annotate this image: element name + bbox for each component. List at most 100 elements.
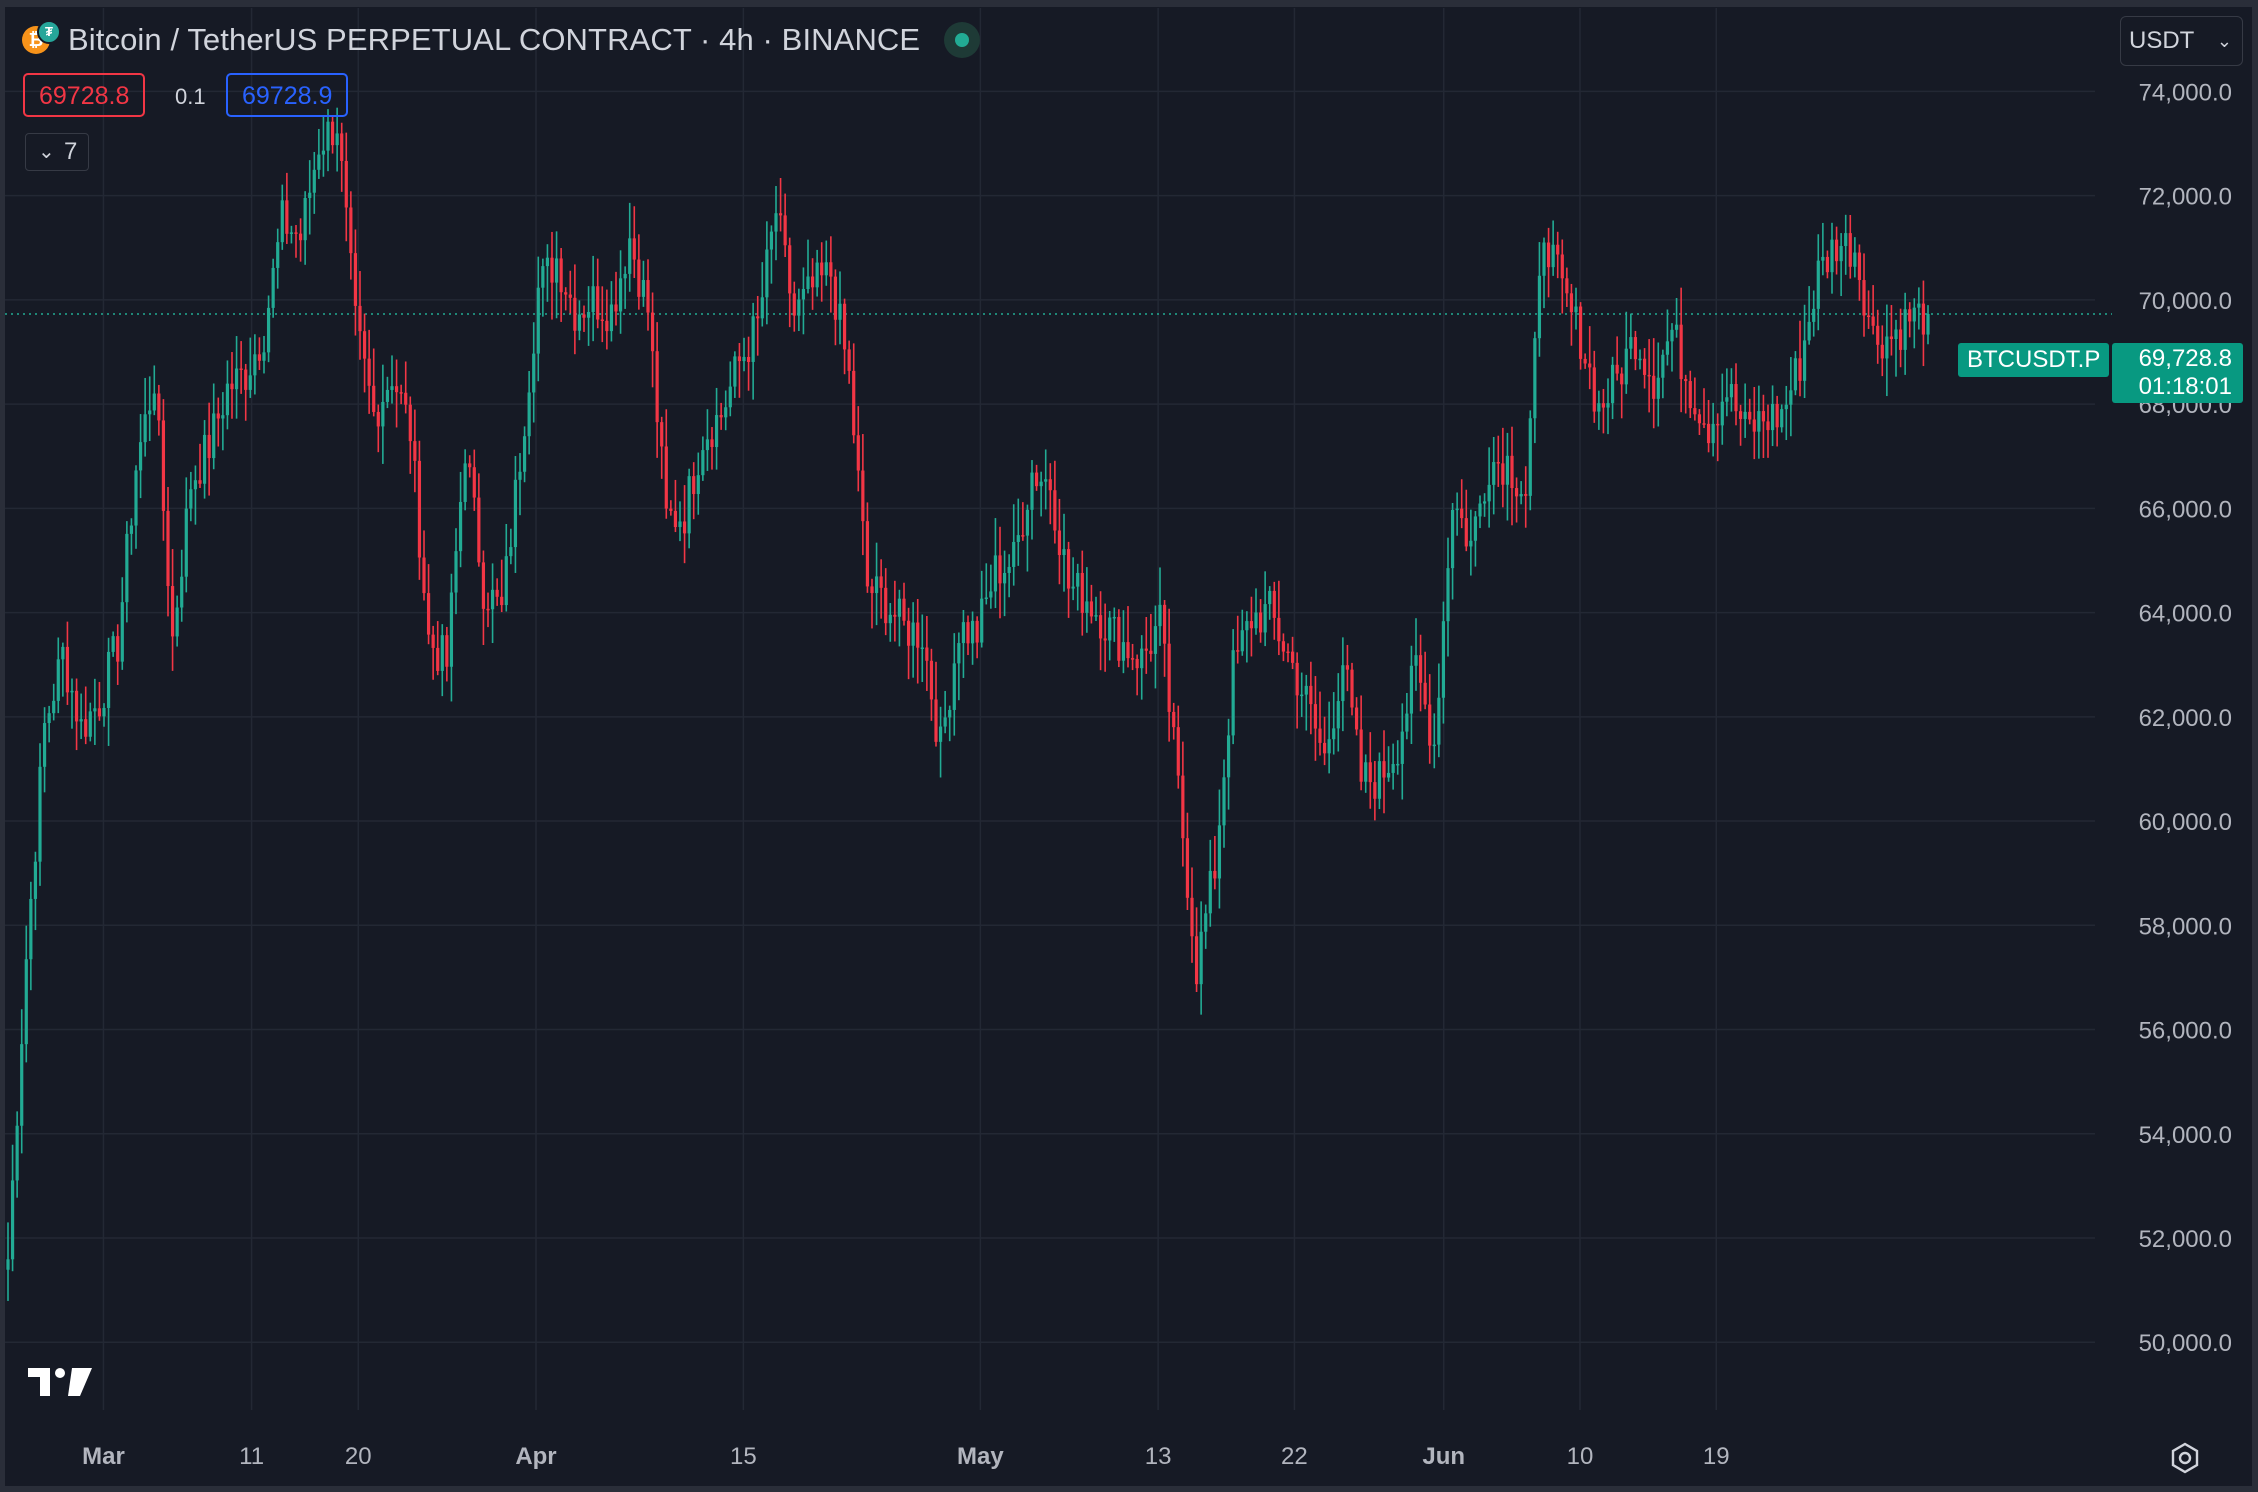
candle-body [1569,293,1574,313]
candle-body [152,393,156,411]
candle-body [431,634,435,648]
candle-body [436,647,440,671]
candle-body [134,470,138,526]
candle-body [1766,421,1770,431]
candle-body [445,635,449,667]
candle-body [1007,566,1011,573]
candle-body [349,207,353,254]
candle-body [1876,325,1880,345]
candle-body [1213,870,1217,879]
candle-body [1848,233,1852,267]
candle-body [426,593,431,635]
candle-body [536,287,540,354]
settings-gear-icon[interactable] [2167,1440,2203,1476]
candle-body [1898,329,1903,350]
candle-body [765,249,769,298]
candle-body [1720,401,1724,426]
candle-body [138,442,143,471]
candle-body [1830,239,1834,273]
candle-body [998,555,1002,584]
price-tick-label: 72,000.0 [2139,184,2232,211]
candle-body [1359,729,1363,782]
candle-body [1464,518,1468,547]
candle-body [669,508,673,511]
candle-body [541,266,545,288]
candle-body [1441,621,1446,698]
candle-body [733,356,737,387]
candle-body [746,356,751,362]
candle-body [102,707,106,717]
price-tick-label: 64,000.0 [2139,601,2232,628]
candle-body [943,717,947,727]
candle-body [1208,870,1212,914]
candle-body [1450,509,1455,569]
candle-body [920,647,924,649]
candle-body [1263,604,1267,633]
candle-body [975,620,979,643]
candle-body [1770,403,1775,431]
candle-body [1350,669,1354,708]
candle-body [1478,503,1482,517]
candle-body [1844,233,1848,247]
sell-price-button[interactable]: 69728.8 [23,73,146,117]
candle-body [1455,508,1459,511]
candle-body [1802,340,1807,381]
candle-body [74,690,79,722]
candle-body [1578,306,1583,359]
price-tick-label: 50,000.0 [2139,1330,2232,1357]
candle-body [413,441,417,461]
candle-body [1341,665,1345,702]
candle-body [1126,642,1130,659]
candle-body [1729,384,1734,398]
candle-body [911,622,915,646]
candle-body [1857,252,1862,281]
price-axis[interactable]: 50,000.0 52,000.0 54,000.0 56,000.0 58,000.0… [2139,79,2232,1357]
candle-body [1743,411,1747,419]
candle-body [815,262,819,288]
candle-body [1633,337,1638,360]
candle-body [1853,252,1857,267]
candle-body [1002,572,1007,584]
candle-body [1066,549,1071,589]
candle-body [239,368,243,371]
symbol-title[interactable]: Bitcoin / TetherUS PERPETUAL CONTRACT · … [68,22,921,57]
candle-body [1354,707,1359,730]
candle-body [1039,481,1043,487]
candle-body [1245,621,1249,631]
time-axis[interactable]: Mar 11 20 Apr 15 May 13 22 Jun 10 19 [82,1443,1729,1470]
market-status-icon[interactable] [944,22,980,58]
candle-body [1862,280,1866,316]
candle-body [1505,455,1510,485]
candle-body [500,596,504,606]
candle-body [376,411,380,427]
candle-body [326,121,330,151]
currency-value: USDT [2129,27,2195,54]
tradingview-logo-icon[interactable] [28,1364,92,1400]
candle-body [1775,403,1779,428]
buy-price-button[interactable]: 69728.9 [226,73,349,117]
time-tick-label: 15 [730,1443,757,1470]
candle-body [874,576,879,594]
candle-body [600,319,604,322]
candle-body [984,597,988,600]
candle-body [769,231,774,250]
candle-body [1510,455,1514,489]
candle-body [1181,775,1185,839]
candle-body [719,415,723,418]
candle-body [1377,761,1382,799]
candle-body [38,766,42,862]
candle-body [1108,617,1112,641]
candle-body [1373,782,1377,799]
currency-select[interactable]: USDT ⌄ [2120,16,2243,66]
candle-body [897,598,902,617]
candle-body [198,480,202,484]
candle-body [646,280,650,313]
candle-body [774,213,778,232]
candle-body [24,959,28,1045]
price-tick-label: 54,000.0 [2139,1122,2232,1149]
candle-body [1542,242,1546,276]
indicators-toggle-button[interactable]: ⌄ 7 [25,133,89,171]
candle-body [367,358,371,386]
candle-body [1665,341,1670,355]
